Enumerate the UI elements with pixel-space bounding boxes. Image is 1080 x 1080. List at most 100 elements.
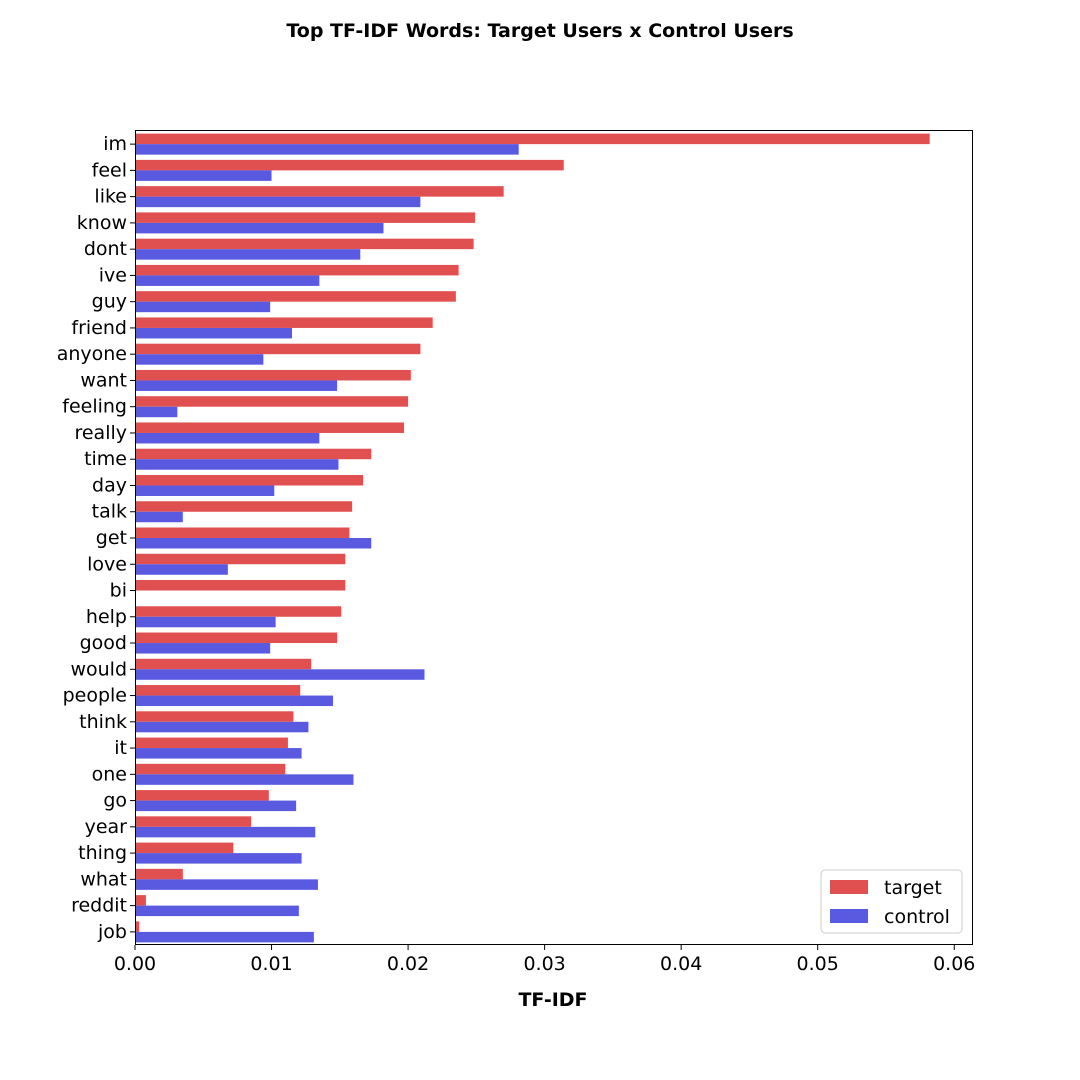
bar-target-friend: [135, 317, 433, 328]
x-tick-label: 0.06: [933, 953, 975, 975]
y-tick-label: think: [79, 711, 127, 733]
y-tick-label: year: [85, 816, 128, 838]
bar-control-would: [135, 669, 425, 680]
bar-control-friend: [135, 327, 293, 339]
bar-target-job: [135, 921, 140, 932]
bar-control-want: [135, 380, 338, 391]
y-tick-label: day: [92, 474, 127, 496]
bar-control-feel: [135, 170, 272, 181]
y-tick-label: really: [74, 422, 127, 444]
bar-control-im: [135, 144, 519, 155]
legend-label-control: control: [884, 906, 950, 928]
bar-control-really: [135, 432, 320, 444]
bar-control-one: [135, 774, 354, 785]
legend: target control: [820, 869, 963, 934]
y-tick-label: bi: [110, 580, 127, 602]
y-tick-label: anyone: [57, 343, 127, 365]
bar-control-good: [135, 643, 271, 654]
x-axis-label: TF-IDF: [518, 989, 587, 1011]
bar-target-time: [135, 448, 372, 460]
y-tick-label: good: [80, 632, 127, 654]
bar-target-year: [135, 816, 252, 827]
bar-target-reddit: [135, 895, 146, 906]
y-tick-label: it: [114, 737, 127, 759]
bar-target-really: [135, 422, 404, 433]
bar-control-think: [135, 721, 309, 733]
y-tick-label: go: [103, 790, 127, 812]
bar-target-good: [135, 632, 338, 644]
bar-control-day: [135, 485, 275, 496]
bar-target-love: [135, 553, 346, 565]
legend-label-target: target: [884, 877, 942, 899]
bar-target-feeling: [135, 396, 409, 407]
bar-target-help: [135, 606, 342, 617]
y-tick-label: know: [77, 212, 127, 234]
bar-control-know: [135, 222, 384, 234]
y-tick-label: guy: [92, 291, 127, 313]
bars-layer: [135, 133, 930, 943]
bar-target-bi: [135, 580, 346, 591]
bar-control-time: [135, 459, 339, 470]
bar-target-it: [135, 737, 288, 749]
bar-control-year: [135, 826, 316, 838]
y-tick-label: help: [86, 606, 127, 628]
chart-title: Top TF-IDF Words: Target Users x Control…: [286, 20, 793, 42]
plot-frame: [135, 130, 973, 945]
y-tick-label: like: [94, 186, 127, 208]
bar-control-talk: [135, 511, 183, 523]
bar-control-go: [135, 800, 297, 812]
y-tick-label: reddit: [71, 895, 127, 917]
y-tick-label: im: [103, 133, 127, 155]
bar-control-dont: [135, 249, 361, 260]
bar-target-go: [135, 790, 269, 801]
y-tick-label: friend: [71, 317, 127, 339]
bar-target-guy: [135, 291, 456, 302]
y-tick-label: thing: [78, 842, 127, 864]
y-tick-label: one: [92, 763, 127, 785]
y-tick-label: love: [87, 553, 127, 575]
bar-target-dont: [135, 238, 474, 250]
bar-control-feeling: [135, 406, 178, 418]
bar-target-feel: [135, 159, 564, 171]
bar-target-one: [135, 763, 286, 775]
y-tick-label: feeling: [62, 396, 127, 418]
bar-target-like: [135, 186, 504, 197]
y-tick-label: talk: [92, 501, 127, 523]
y-tick-label: ive: [99, 264, 127, 286]
bar-control-anyone: [135, 354, 264, 365]
y-tick-label: job: [97, 921, 127, 943]
bar-control-get: [135, 538, 372, 549]
y-tick-label: dont: [84, 238, 127, 260]
y-tick-label: get: [96, 527, 127, 549]
bar-target-im: [135, 133, 930, 145]
y-tick-label: what: [80, 868, 127, 890]
bar-control-what: [135, 879, 318, 890]
y-tick-label: time: [84, 448, 127, 470]
bar-target-what: [135, 868, 183, 880]
bar-control-like: [135, 196, 421, 208]
bar-target-thing: [135, 842, 234, 854]
x-axis-ticks: 0.00 0.01 0.02 0.03 0.04 0.05 0.06: [114, 945, 975, 975]
x-tick-label: 0.02: [387, 953, 429, 975]
bar-control-love: [135, 564, 228, 575]
x-tick-label: 0.04: [660, 953, 702, 975]
y-tick-label: feel: [92, 159, 127, 181]
bar-target-think: [135, 711, 294, 722]
bar-control-it: [135, 748, 302, 759]
y-tick-label: want: [80, 369, 127, 391]
bar-control-thing: [135, 853, 302, 864]
bar-target-day: [135, 474, 364, 486]
bar-control-ive: [135, 275, 320, 286]
bar-control-guy: [135, 301, 271, 313]
x-tick-label: 0.01: [250, 953, 292, 975]
bar-target-ive: [135, 264, 459, 276]
bar-target-want: [135, 369, 411, 381]
bar-target-know: [135, 212, 475, 223]
x-tick-label: 0.00: [114, 953, 156, 975]
bar-target-people: [135, 685, 301, 696]
bar-control-job: [135, 931, 314, 943]
legend-swatch-target: [830, 880, 868, 894]
bar-control-people: [135, 695, 333, 707]
